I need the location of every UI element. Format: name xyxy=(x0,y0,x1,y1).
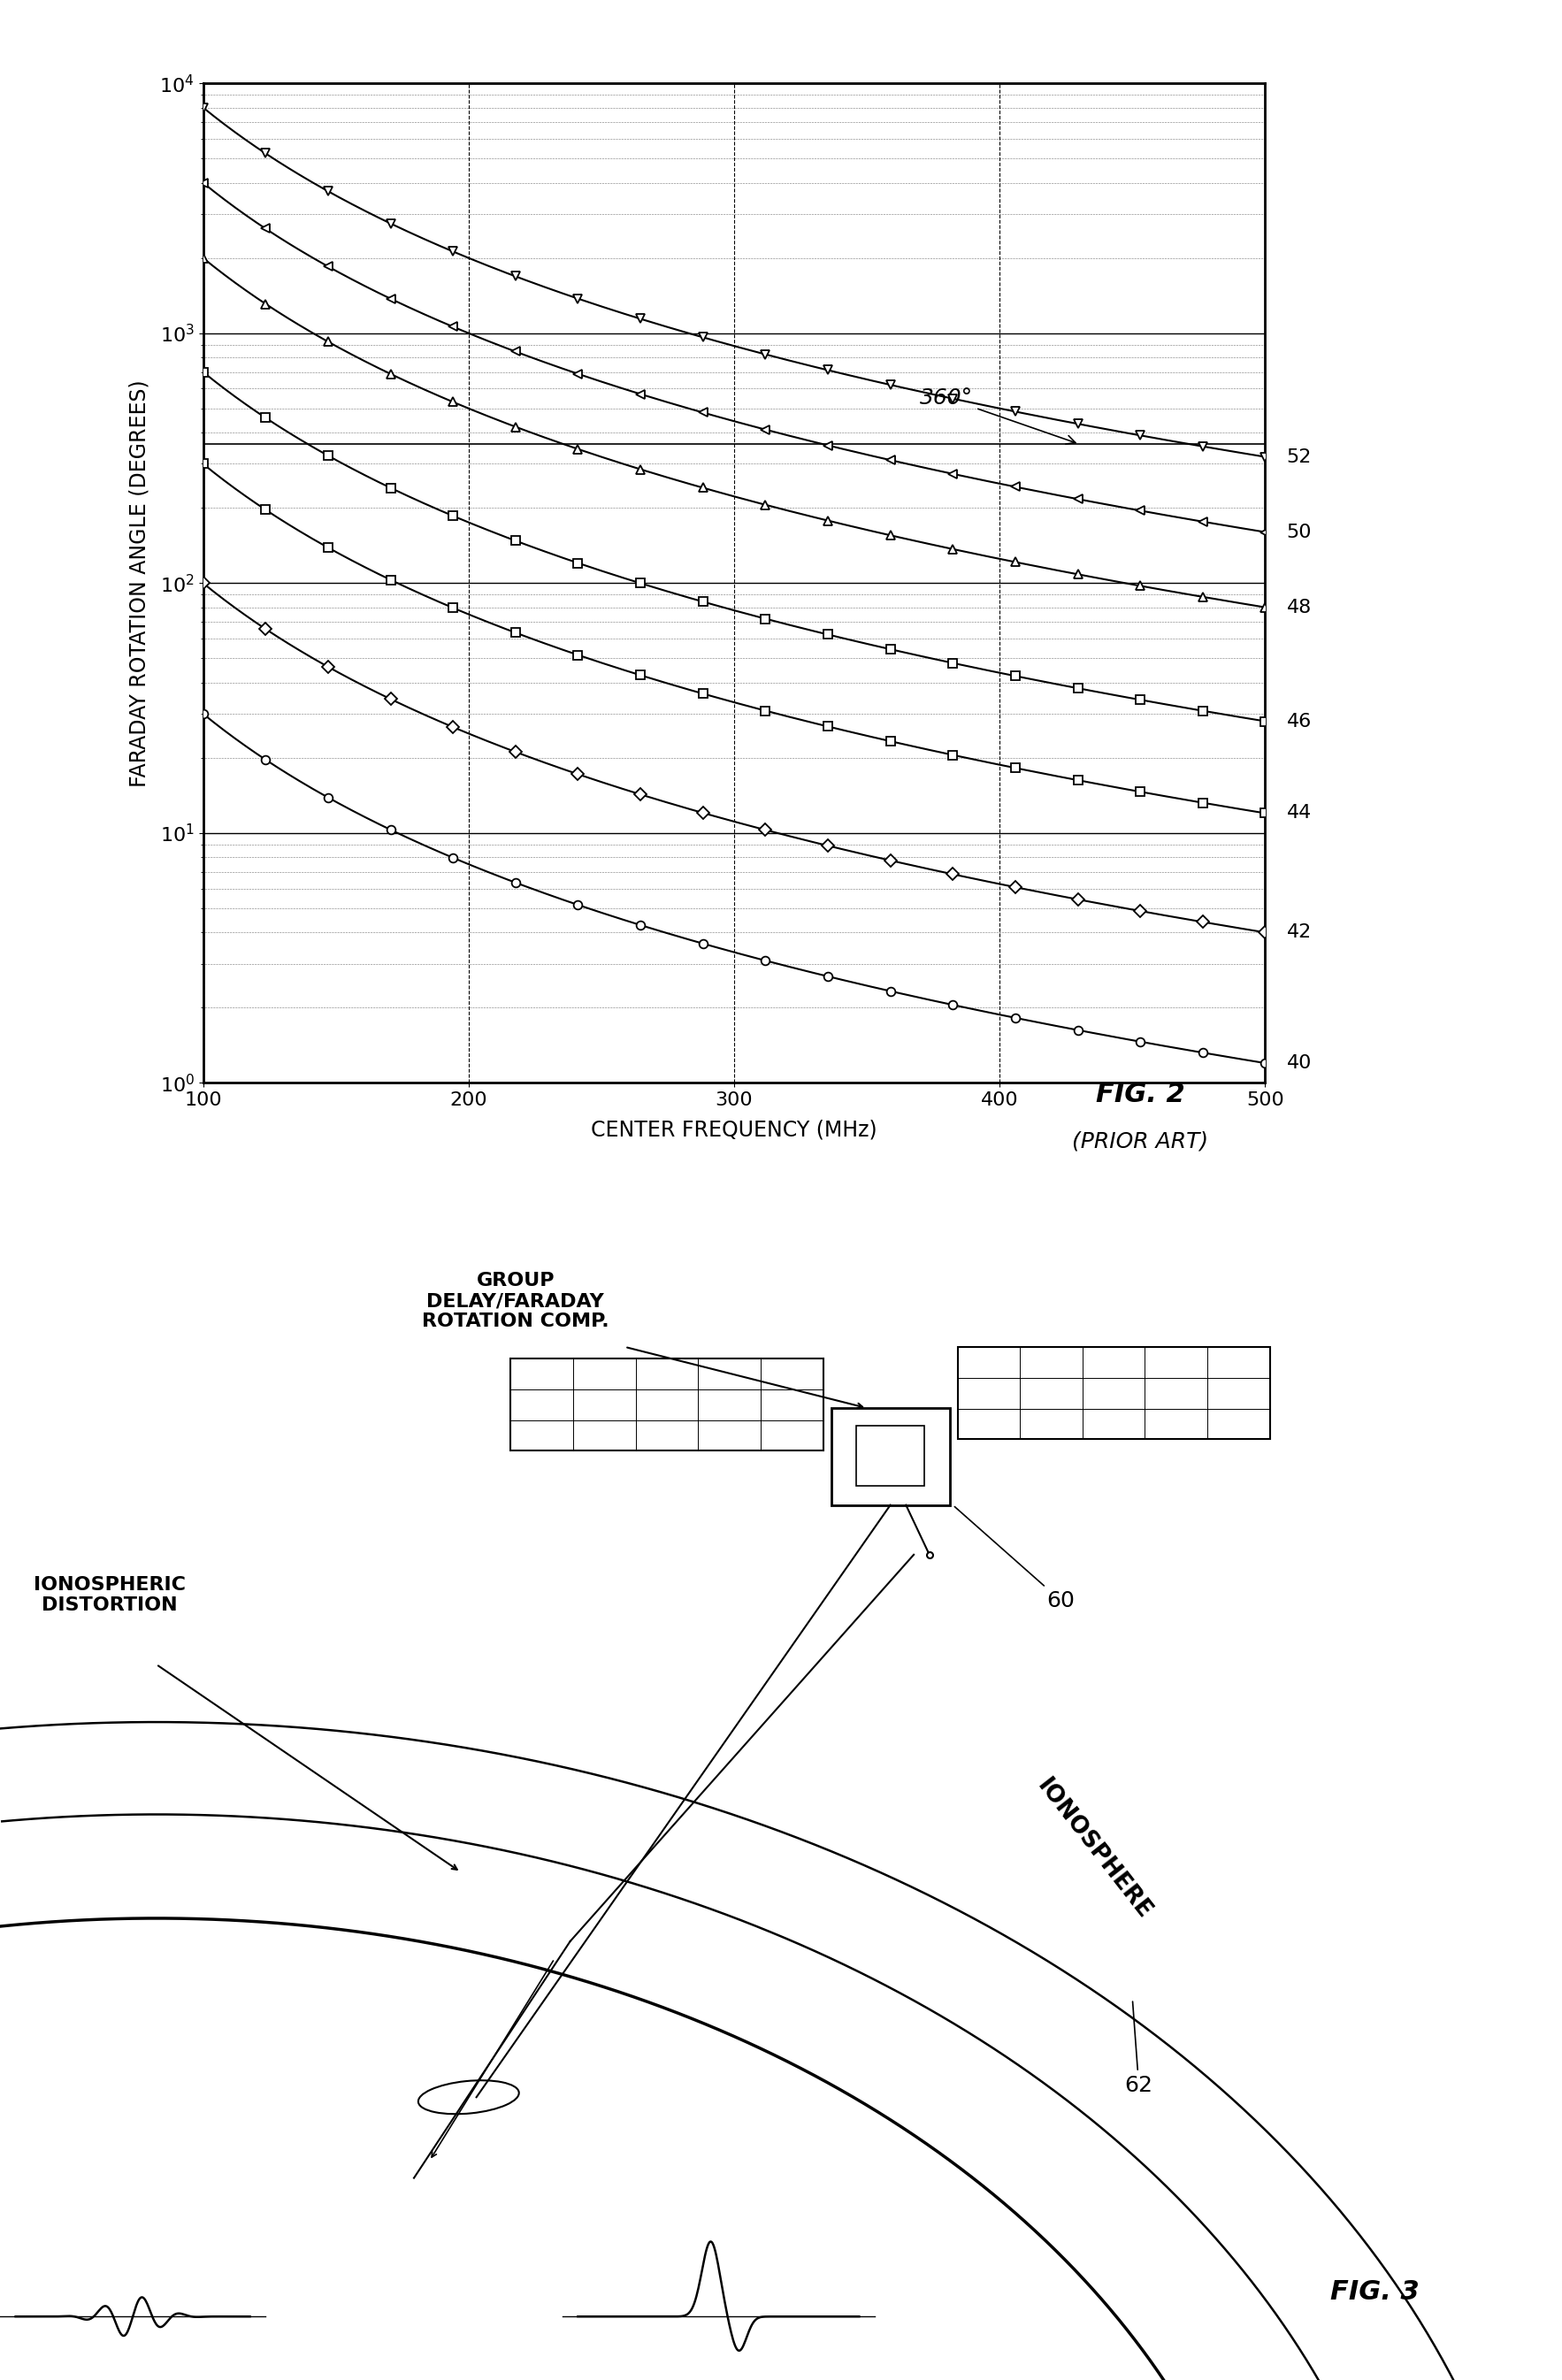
Text: 50: 50 xyxy=(1287,524,1312,540)
Text: GROUP
DELAY/FARADAY
ROTATION COMP.: GROUP DELAY/FARADAY ROTATION COMP. xyxy=(422,1271,609,1330)
Bar xyxy=(831,1409,950,1504)
Text: FIG. 3: FIG. 3 xyxy=(1329,2280,1420,2304)
Text: 60: 60 xyxy=(954,1507,1075,1611)
Text: 52: 52 xyxy=(1287,447,1312,466)
Text: 40: 40 xyxy=(1287,1054,1312,1071)
Text: 48: 48 xyxy=(1287,597,1312,616)
Text: IONOSPHERIC
DISTORTION: IONOSPHERIC DISTORTION xyxy=(33,1576,186,1614)
Bar xyxy=(511,1359,823,1452)
Text: FIG. 2: FIG. 2 xyxy=(1095,1081,1186,1107)
Y-axis label: FARADAY ROTATION ANGLE (DEGREES): FARADAY ROTATION ANGLE (DEGREES) xyxy=(128,378,150,788)
Text: 42: 42 xyxy=(1287,923,1312,940)
Text: 360°: 360° xyxy=(920,388,1076,445)
Text: 62: 62 xyxy=(1125,2002,1153,2097)
Bar xyxy=(856,1426,925,1485)
Text: 46: 46 xyxy=(1287,712,1312,731)
Text: IONOSPHERE: IONOSPHERE xyxy=(1031,1775,1156,1923)
X-axis label: CENTER FREQUENCY (MHz): CENTER FREQUENCY (MHz) xyxy=(590,1119,878,1140)
Text: 44: 44 xyxy=(1287,804,1312,821)
Bar xyxy=(958,1347,1270,1440)
Text: (PRIOR ART): (PRIOR ART) xyxy=(1072,1130,1209,1152)
